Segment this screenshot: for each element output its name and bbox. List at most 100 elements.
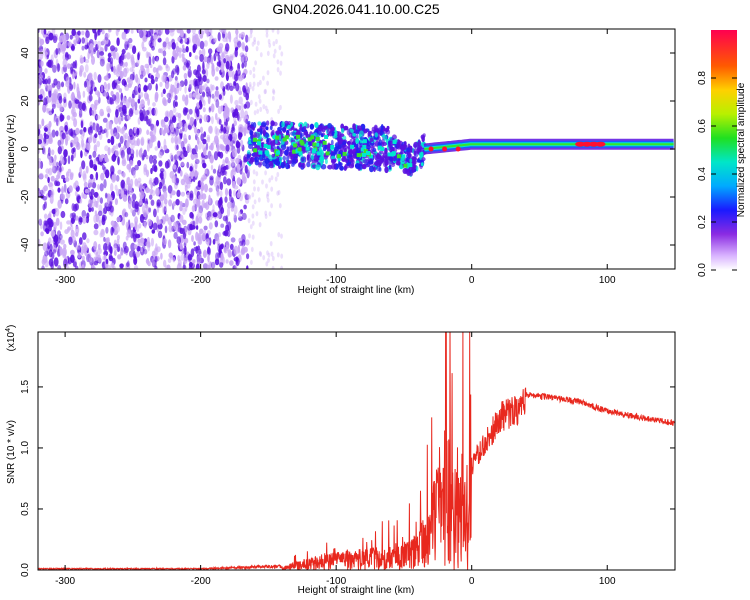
- noise-speckle: [61, 186, 64, 194]
- noise-speckle: [234, 47, 238, 58]
- noise-speckle: [233, 189, 236, 197]
- noise-speckle: [43, 201, 47, 209]
- noise-speckle: [146, 143, 150, 152]
- signal-blob: [369, 137, 374, 142]
- noise-speckle: [280, 51, 284, 57]
- noise-speckle: [64, 177, 70, 182]
- signal-blob: [315, 164, 321, 171]
- noise-speckle: [147, 98, 151, 106]
- noise-speckle: [170, 123, 175, 133]
- noise-speckle: [88, 136, 92, 144]
- noise-speckle: [186, 161, 190, 169]
- noise-speckle: [203, 40, 208, 47]
- noise-speckle: [150, 167, 153, 175]
- signal-blob: [320, 133, 324, 138]
- noise-speckle: [182, 207, 186, 215]
- noise-speckle: [164, 160, 170, 169]
- noise-speckle: [43, 220, 47, 226]
- noise-speckle: [97, 74, 102, 83]
- noise-speckle: [121, 78, 127, 86]
- noise-speckle: [185, 46, 189, 53]
- noise-speckle: [47, 237, 52, 246]
- signal-blob: [265, 132, 269, 139]
- noise-speckle: [185, 94, 189, 100]
- noise-speckle: [142, 154, 145, 160]
- noise-speckle: [42, 223, 48, 232]
- signal-blob: [298, 151, 303, 156]
- noise-speckle: [152, 222, 158, 231]
- noise-speckle: [109, 246, 113, 255]
- noise-speckle: [116, 234, 120, 241]
- signal-blob: [248, 143, 253, 149]
- noise-speckle: [277, 232, 281, 238]
- noise-speckle: [95, 171, 99, 181]
- signal-blob: [368, 160, 374, 165]
- noise-speckle: [182, 64, 187, 71]
- noise-speckle: [255, 46, 259, 52]
- noise-speckle: [176, 236, 182, 245]
- noise-speckle: [135, 251, 141, 258]
- noise-speckle: [179, 201, 183, 207]
- noise-speckle: [103, 236, 106, 242]
- noise-speckle: [159, 168, 165, 173]
- noise-speckle: [88, 154, 92, 160]
- noise-speckle: [110, 128, 114, 136]
- noise-speckle: [217, 32, 221, 42]
- noise-speckle: [187, 254, 193, 261]
- noise-speckle: [238, 90, 243, 96]
- noise-speckle: [238, 211, 242, 219]
- noise-speckle: [116, 72, 120, 78]
- noise-speckle: [71, 203, 75, 212]
- noise-speckle: [69, 34, 73, 40]
- noise-speckle: [93, 260, 99, 266]
- noise-speckle: [38, 139, 42, 145]
- snr-scale-base: (x10: [6, 331, 17, 351]
- noise-speckle: [56, 117, 59, 127]
- noise-speckle: [114, 184, 118, 191]
- noise-speckle: [46, 107, 49, 114]
- noise-speckle: [113, 132, 119, 138]
- noise-speckle: [187, 223, 192, 231]
- noise-speckle: [225, 125, 231, 131]
- noise-speckle: [104, 44, 108, 52]
- noise-speckle: [84, 59, 90, 64]
- noise-speckle: [174, 154, 178, 161]
- noise-speckle: [205, 238, 210, 245]
- noise-speckle: [215, 52, 219, 57]
- noise-speckle: [241, 234, 246, 243]
- noise-speckle: [210, 103, 215, 113]
- noise-speckle: [254, 101, 258, 107]
- signal-blob: [361, 163, 367, 170]
- signal-blob: [298, 162, 302, 168]
- signal-blob: [377, 141, 381, 147]
- noise-speckle: [47, 78, 51, 85]
- noise-speckle: [79, 57, 85, 64]
- noise-speckle: [237, 188, 241, 195]
- noise-speckle: [58, 35, 64, 43]
- signal-blob: [356, 125, 362, 130]
- noise-speckle: [270, 175, 274, 181]
- noise-speckle: [67, 63, 71, 69]
- signal-blob: [315, 137, 320, 141]
- noise-speckle: [151, 258, 155, 267]
- noise-speckle: [151, 45, 155, 51]
- noise-speckle: [239, 52, 245, 58]
- noise-speckle: [195, 245, 199, 254]
- noise-speckle: [250, 246, 254, 252]
- noise-speckle: [172, 201, 176, 207]
- noise-speckle: [97, 29, 103, 33]
- noise-speckle: [38, 36, 42, 46]
- signal-blob: [406, 147, 411, 153]
- noise-speckle: [65, 136, 68, 146]
- noise-speckle: [93, 229, 99, 236]
- noise-speckle: [48, 258, 54, 267]
- noise-speckle: [275, 38, 278, 45]
- noise-speckle: [174, 126, 179, 136]
- noise-speckle: [143, 167, 148, 176]
- noise-speckle: [69, 172, 74, 181]
- noise-speckle: [174, 95, 178, 101]
- noise-speckle: [243, 155, 246, 163]
- noise-speckle: [92, 177, 96, 183]
- noise-speckle: [101, 229, 104, 235]
- noise-speckle: [262, 75, 265, 81]
